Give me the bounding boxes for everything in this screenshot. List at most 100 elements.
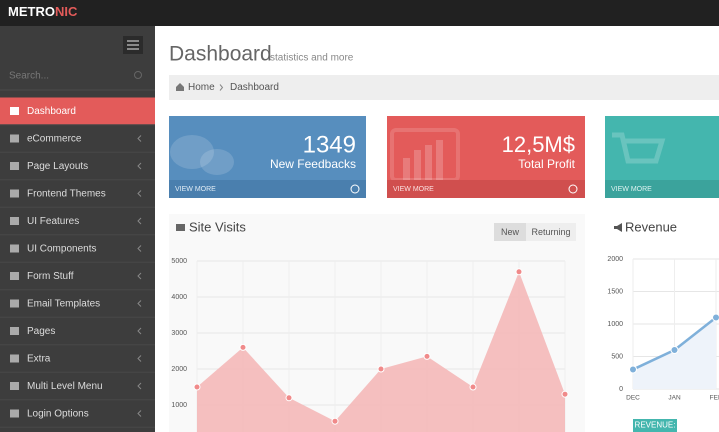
y-tick-label: 1000	[607, 321, 623, 328]
portlet-title: Site Visits	[189, 219, 246, 234]
breadcrumb-sep	[219, 84, 224, 91]
menu-label: Frontend Themes	[27, 189, 106, 200]
menu-icon	[10, 299, 19, 308]
menu-chevron	[137, 162, 142, 170]
card-icon	[170, 135, 214, 169]
menu-chevron	[137, 382, 142, 390]
menu-label: UI Components	[27, 244, 96, 255]
menu-item[interactable]: Email Templates	[0, 299, 155, 318]
menu-item[interactable]: Multi Level Menu	[0, 381, 155, 401]
y-tick-label: 3000	[171, 330, 187, 337]
site-visits-chart: 1000 2000 3000 4000 5000	[171, 258, 569, 432]
menu-label: Page Layouts	[27, 161, 88, 172]
menu-label: UI Features	[27, 216, 79, 227]
data-point	[670, 346, 679, 354]
view-more-link[interactable]: VIEW MORE	[611, 186, 652, 193]
menu-chevron	[137, 300, 142, 307]
menu-chevron	[137, 190, 142, 197]
menu-item[interactable]: Dashboard	[0, 97, 155, 126]
data-point	[561, 390, 569, 398]
brand-main: METRO	[8, 4, 55, 19]
menu-chevron	[137, 272, 142, 280]
menu-chevron	[137, 245, 142, 252]
top-bar	[0, 0, 719, 26]
menu-item[interactable]: Extra	[0, 354, 155, 373]
menu-label: Extra	[27, 354, 51, 365]
stat-card: 12,5M$ Total Profit VIEW MORE	[387, 116, 585, 198]
menu-icon	[10, 162, 19, 170]
area	[197, 271, 565, 432]
data-point	[515, 268, 523, 276]
menu-item[interactable]: Page Layouts	[0, 161, 155, 181]
tab	[526, 223, 576, 241]
tab-label[interactable]: New	[501, 227, 520, 237]
legend-label: REVENUE:	[635, 421, 676, 430]
menu-icon	[10, 272, 19, 280]
brand-accent: NIC	[55, 4, 78, 19]
arrow-icon	[350, 184, 360, 194]
menu-label: Pages	[27, 326, 55, 337]
menu-item[interactable]: Login Options	[0, 409, 155, 428]
menu-item[interactable]: Pages	[0, 326, 155, 346]
toggle-icon	[127, 40, 139, 50]
menu-icon	[10, 382, 19, 390]
menu-icon	[10, 327, 19, 335]
y-tick-label: 2000	[607, 256, 623, 263]
breadcrumb-link[interactable]: Home	[188, 82, 215, 93]
search-icon	[134, 71, 142, 79]
data-point	[423, 352, 431, 360]
portlet-icon	[614, 223, 622, 232]
revenue-chart: 0 500 1000 1500 2000 DEC JAN FEB	[607, 256, 719, 402]
data-point	[239, 343, 247, 351]
menu-chevron	[137, 410, 142, 417]
sidebar	[0, 26, 155, 432]
menu-item[interactable]: Form Stuff	[0, 271, 155, 291]
x-tick-label: DEC	[626, 395, 640, 402]
page-title: Dashboard	[169, 43, 272, 66]
menu-chevron	[137, 135, 142, 142]
arrow-icon	[568, 184, 578, 194]
menu-icon	[10, 354, 19, 363]
view-more-link[interactable]: VIEW MORE	[175, 186, 216, 193]
data-point	[193, 383, 201, 391]
menu-label: Login Options	[27, 409, 89, 420]
menu-label: Dashboard	[27, 106, 76, 117]
data-point	[331, 417, 339, 425]
card-icon	[403, 140, 443, 180]
menu-label: Form Stuff	[27, 271, 74, 282]
stat-card: 1349 New Feedbacks VIEW MORE	[169, 116, 366, 198]
menu-item[interactable]: UI Features	[0, 216, 155, 236]
y-tick-label: 1000	[171, 402, 187, 409]
menu-icon	[10, 134, 19, 143]
home-icon	[176, 83, 184, 91]
x-tick-label: JAN	[668, 395, 681, 402]
sidebar-toggle[interactable]	[123, 36, 143, 54]
tab-label[interactable]: Returning	[531, 227, 570, 237]
tab-active	[494, 223, 526, 241]
view-more-link[interactable]: VIEW MORE	[393, 186, 434, 193]
y-tick-label: 5000	[171, 258, 187, 265]
menu-active-bg	[0, 97, 155, 125]
data-point	[629, 365, 637, 374]
y-tick-label: 500	[611, 353, 623, 360]
menu-icon	[10, 217, 19, 225]
x-tick-label: FEB	[710, 395, 719, 402]
brand-logo[interactable]: METRONIC	[8, 4, 78, 19]
data-point	[469, 383, 477, 391]
stat-label: New Feedbacks	[270, 157, 356, 171]
portlet-title: Revenue	[625, 219, 677, 234]
y-tick-label: 0	[619, 386, 623, 393]
menu-label: eCommerce	[27, 134, 82, 145]
menu-item[interactable]: Frontend Themes	[0, 189, 155, 208]
menu-item[interactable]: UI Components	[0, 244, 155, 263]
card-footer	[605, 180, 719, 198]
portlet-icon	[176, 224, 185, 231]
search-input[interactable]: Search...	[9, 71, 49, 82]
card-footer	[387, 180, 585, 198]
data-point	[285, 394, 293, 402]
menu-item[interactable]: eCommerce	[0, 134, 155, 153]
menu-label: Multi Level Menu	[27, 381, 103, 392]
menu-icon	[10, 107, 19, 115]
legend-badge	[633, 419, 677, 432]
